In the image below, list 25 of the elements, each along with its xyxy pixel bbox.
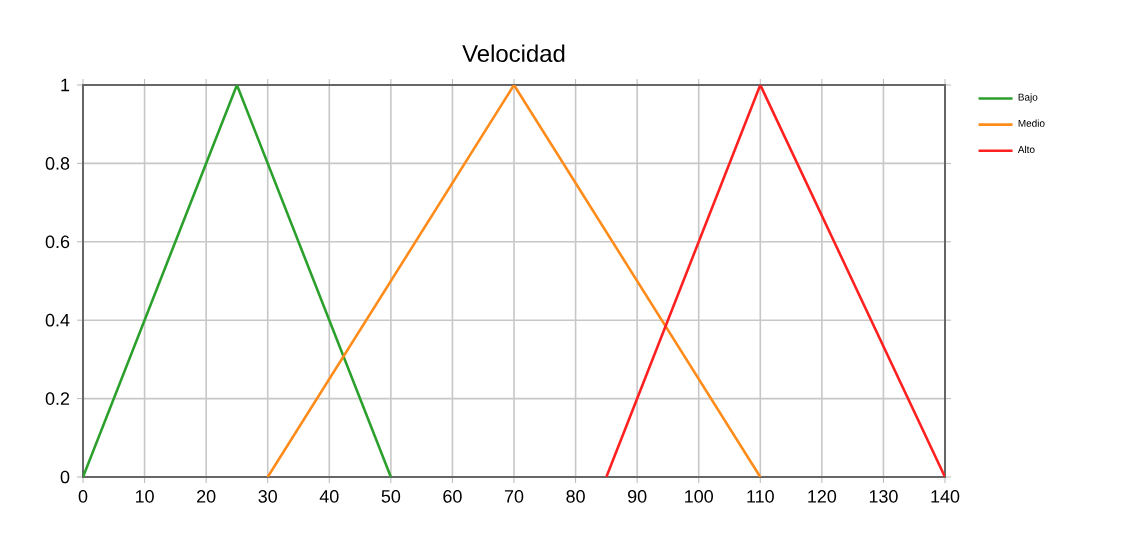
y-tick-label: 1 <box>61 78 70 92</box>
legend-label: Alto <box>1017 145 1035 153</box>
y-tick-label: 0 <box>60 470 70 484</box>
x-tick-label: 80 <box>566 490 585 503</box>
x-tick-label: 60 <box>443 490 462 503</box>
y-tick-label: 0.8 <box>45 157 70 170</box>
x-tick-label: 100 <box>685 490 713 503</box>
x-tick-label: 30 <box>258 490 277 503</box>
y-tick-label: 0.6 <box>45 235 70 249</box>
y-tick-label: 0.2 <box>45 392 70 405</box>
x-tick-label: 70 <box>504 490 524 503</box>
x-tick-label: 140 <box>931 490 960 503</box>
x-tick-label: 20 <box>197 490 216 503</box>
x-tick-label: 0 <box>78 490 88 503</box>
x-tick-label: 130 <box>869 490 898 503</box>
x-tick-label: 40 <box>319 490 339 503</box>
x-tick-label: 50 <box>381 490 401 503</box>
legend-label: Medio <box>1018 119 1045 127</box>
chart-title: Velocidad <box>462 44 565 62</box>
x-tick-label: 10 <box>135 490 154 503</box>
x-tick-label: 90 <box>628 490 647 503</box>
y-tick-label: 0.4 <box>45 313 70 327</box>
x-tick-label: 120 <box>808 490 837 503</box>
legend-label: Bajo <box>1018 93 1038 103</box>
x-tick-label: 110 <box>747 490 774 503</box>
